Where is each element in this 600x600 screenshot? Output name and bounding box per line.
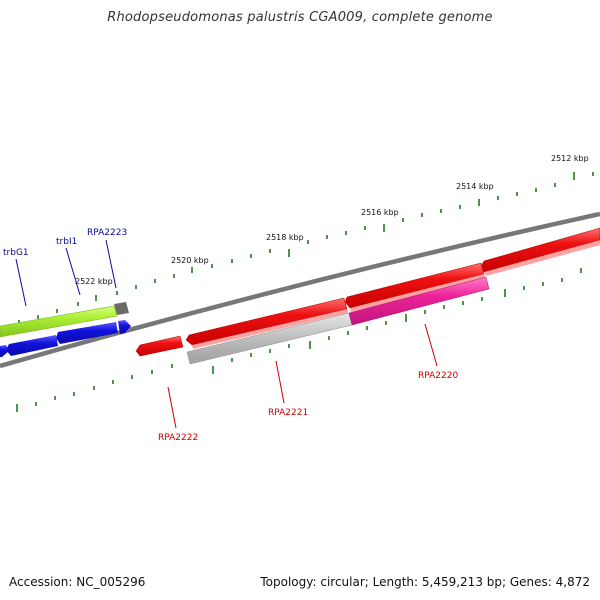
forward-strand-genes xyxy=(0,227,600,349)
gene-blue-4[interactable] xyxy=(118,320,131,334)
gene-blue-1[interactable] xyxy=(0,345,9,357)
gene-rpa2222[interactable] xyxy=(135,335,184,357)
label-trbG1[interactable]: trbG1 xyxy=(3,248,29,258)
label-trbI1[interactable]: trbI1 xyxy=(56,237,77,247)
scale-label-2522: 2522 kbp xyxy=(75,277,113,286)
label-leader-lines xyxy=(15,239,438,429)
scale-label-2516: 2516 kbp xyxy=(361,208,399,217)
reverse-strand-genes xyxy=(0,276,490,365)
gene-red-forward-b-shadow xyxy=(350,274,486,312)
accession-text: Accession: NC_005296 xyxy=(9,575,146,589)
gene-blue-3[interactable] xyxy=(56,322,118,344)
outer-tick-marks xyxy=(0,172,594,331)
genome-backbone xyxy=(0,211,600,369)
gene-rpa2223-cap[interactable] xyxy=(114,302,129,315)
scale-label-2518: 2518 kbp xyxy=(266,233,304,242)
scale-label-2520: 2520 kbp xyxy=(171,256,209,265)
label-RPA2222[interactable]: RPA2222 xyxy=(158,433,198,443)
label-RPA2220[interactable]: RPA2220 xyxy=(418,371,458,381)
gene-rpa2220[interactable] xyxy=(348,276,490,326)
scale-label-2512: 2512 kbp xyxy=(551,154,589,163)
map-title: Rhodopseudomonas palustris CGA009, compl… xyxy=(107,10,493,25)
gene-blue-2[interactable] xyxy=(6,335,58,356)
gene-red-forward-a-shadow xyxy=(484,240,600,276)
scale-label-2514: 2514 kbp xyxy=(456,182,494,191)
label-RPA2221[interactable]: RPA2221 xyxy=(268,408,308,418)
genome-summary-text: Topology: circular; Length: 5,459,213 bp… xyxy=(260,575,590,589)
gene-red-forward-c-shadow xyxy=(192,309,348,349)
label-RPA2223[interactable]: RPA2223 xyxy=(87,228,127,238)
inner-tick-marks xyxy=(16,268,582,412)
gene-lime-forward[interactable] xyxy=(0,305,118,338)
